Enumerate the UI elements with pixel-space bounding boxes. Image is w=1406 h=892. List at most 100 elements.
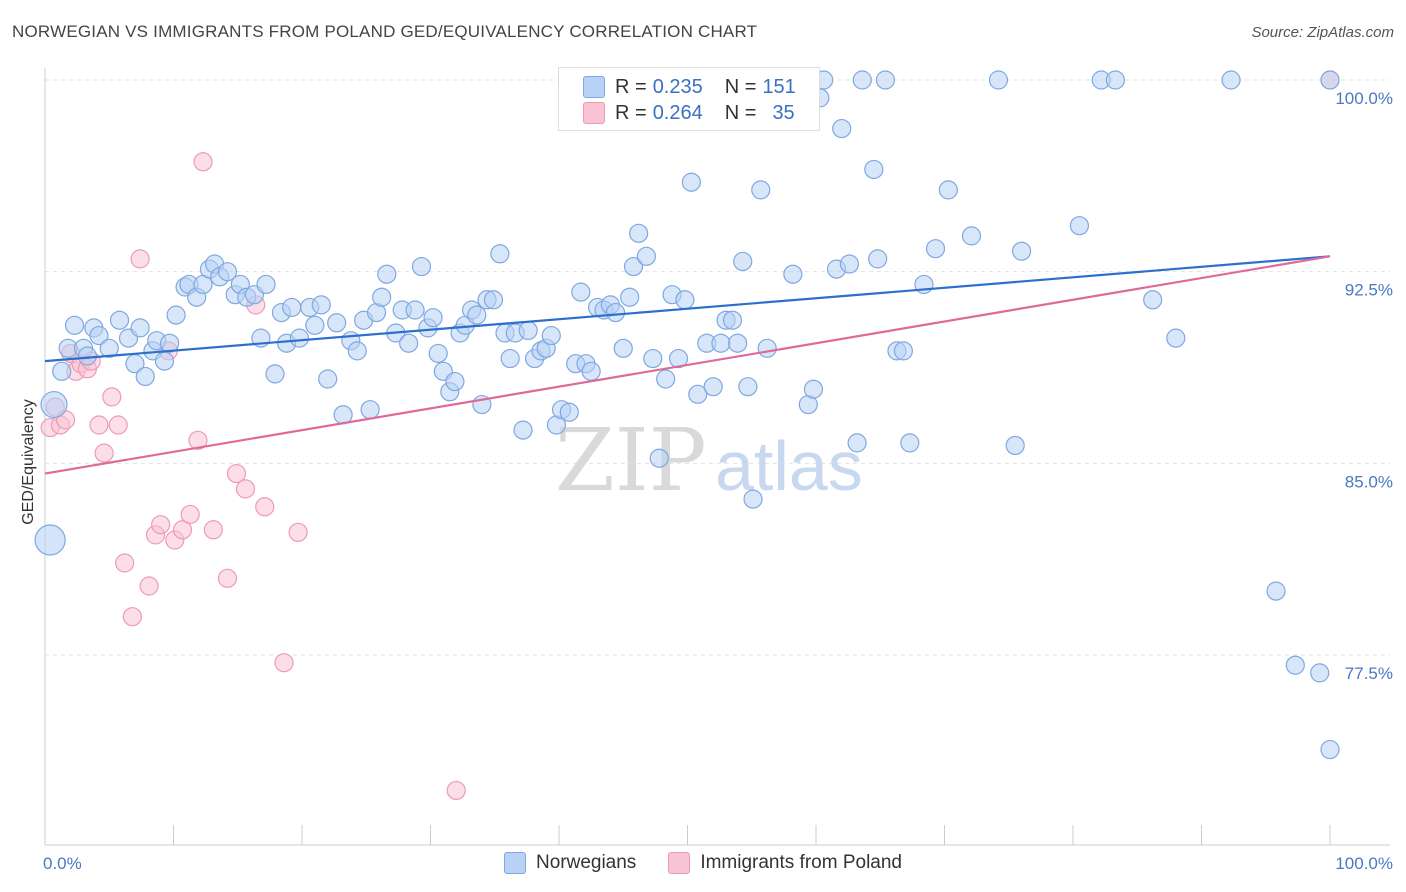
- trend-line-poland: [44, 255, 1331, 475]
- legend-row-norwegians: R = 0.235 N = 151: [583, 74, 796, 100]
- norwegians-point: [77, 346, 98, 366]
- norwegians-point: [282, 297, 302, 318]
- legend-label-poland: Immigrants from Poland: [700, 852, 902, 873]
- norwegians-point: [1011, 241, 1032, 261]
- poland-point: [274, 653, 294, 673]
- norwegians-point: [757, 338, 777, 358]
- norwegians-point: [938, 180, 958, 200]
- norwegians-point: [703, 377, 723, 397]
- norwegians-point: [649, 448, 669, 468]
- y-axis-label: GED/Equivalency: [20, 399, 37, 524]
- norwegians-point: [1143, 290, 1163, 310]
- norwegians-point: [34, 524, 66, 556]
- legend-item-poland[interactable]: Immigrants from Poland: [668, 852, 902, 874]
- norwegians-point: [428, 343, 448, 364]
- norwegians-point: [893, 341, 913, 361]
- norwegians-point: [327, 313, 347, 333]
- norwegians-point: [925, 239, 946, 259]
- legend-n-value: 151: [762, 75, 796, 98]
- norwegians-point: [629, 223, 649, 243]
- norwegians-point: [728, 333, 748, 353]
- legend-r-value: 0.264: [652, 101, 703, 124]
- legend-n-label: N =: [724, 101, 757, 124]
- norwegians-point: [445, 371, 465, 392]
- norwegians-point: [803, 379, 824, 399]
- norwegians-point: [154, 351, 175, 371]
- norwegians-point: [52, 361, 72, 381]
- norwegians-point: [783, 264, 803, 284]
- y-tick-label: 77.5%: [1345, 664, 1393, 683]
- norwegians-point: [864, 159, 884, 180]
- norwegians-point: [733, 251, 753, 272]
- norwegians-point: [89, 325, 109, 346]
- norwegians-point: [289, 328, 310, 348]
- norwegians-point: [675, 290, 695, 310]
- norwegians-point: [541, 325, 561, 346]
- norwegians-point: [722, 310, 743, 330]
- norwegians-point: [688, 384, 708, 404]
- norwegians-point: [1221, 70, 1241, 90]
- legend-item-norwegians[interactable]: Norwegians: [503, 852, 637, 874]
- norwegians-point: [681, 172, 701, 192]
- norwegians-point: [217, 262, 238, 282]
- norwegians-point: [847, 433, 867, 453]
- norwegians-point: [500, 348, 520, 369]
- poland-point: [102, 387, 122, 407]
- norwegians-point: [743, 489, 763, 509]
- norwegians-point: [738, 377, 758, 397]
- norwegians-point: [1069, 216, 1090, 236]
- norwegians-point: [900, 433, 920, 453]
- poland-point: [172, 520, 193, 540]
- gridlines: [45, 79, 1390, 656]
- poland-point: [151, 515, 171, 535]
- norwegians-point: [377, 264, 397, 284]
- norwegians-point: [160, 333, 180, 353]
- norwegians-point: [513, 420, 533, 440]
- norwegians-point: [1285, 655, 1305, 675]
- norwegians-point: [372, 287, 392, 307]
- source-credit: Source: ZipAtlas.com: [1251, 24, 1394, 41]
- x-tick-labels: 0.0% 100.0%: [43, 854, 1393, 873]
- watermark-atlas: atlas: [715, 427, 863, 505]
- norwegians-point: [411, 256, 432, 277]
- norwegians-point: [467, 305, 487, 325]
- x-tick-label: 0.0%: [43, 854, 82, 873]
- y-tick-label: 100.0%: [1335, 89, 1393, 108]
- poland-point: [139, 576, 159, 596]
- norwegians-point: [1005, 435, 1025, 456]
- legend-r-label: R =: [615, 75, 647, 98]
- norwegians-point: [483, 290, 504, 310]
- norwegians-point: [109, 310, 130, 330]
- norwegians-point: [360, 400, 380, 420]
- norwegians-point: [399, 333, 419, 353]
- legend-r-label: R =: [615, 101, 647, 124]
- poland-point: [130, 249, 150, 269]
- stats-legend: R = 0.235 N = 151 R = 0.264 N = 35: [558, 67, 820, 131]
- poland-point: [288, 522, 308, 542]
- norwegians-point: [643, 348, 663, 369]
- y-tick-labels: 100.0% 92.5% 85.0% 77.5%: [1335, 89, 1393, 683]
- norwegians-point: [1310, 663, 1330, 683]
- norwegians-point: [318, 369, 338, 389]
- norwegians-point: [613, 338, 633, 358]
- norwegians-point: [961, 226, 982, 246]
- norwegians-point: [656, 369, 676, 389]
- trend-lines: [44, 255, 1331, 475]
- legend-n-label: N =: [724, 75, 757, 98]
- norwegians-point: [852, 70, 872, 90]
- norwegians-point: [1266, 581, 1286, 601]
- poland-point: [122, 607, 142, 627]
- norwegians-point: [559, 402, 579, 422]
- norwegians-point: [130, 318, 150, 338]
- legend-label-norwegians: Norwegians: [535, 852, 637, 873]
- norwegians-point: [256, 274, 276, 295]
- legend-swatch-pink: [583, 102, 605, 124]
- norwegians-point: [1105, 70, 1126, 90]
- legend-r-value: 0.235: [652, 75, 703, 98]
- norwegians-point: [490, 244, 510, 264]
- watermark-zip: ZIP: [555, 411, 707, 511]
- poland-point: [446, 780, 466, 801]
- series-legend: Norwegians Immigrants from Poland: [0, 852, 1406, 874]
- norwegians-point: [423, 308, 443, 328]
